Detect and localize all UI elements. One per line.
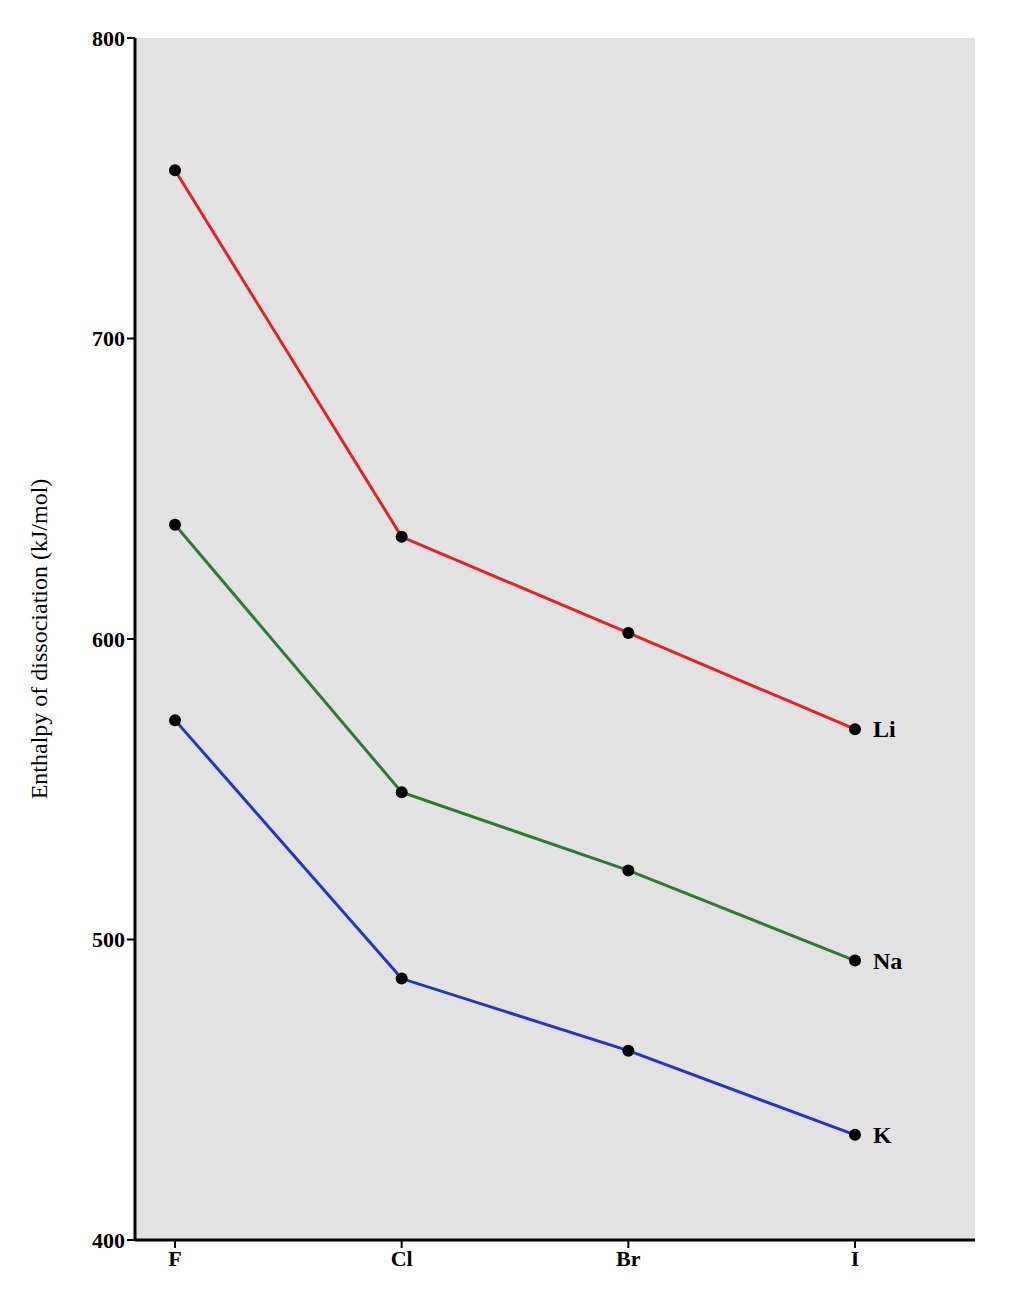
svg-text:F: F bbox=[168, 1246, 181, 1271]
svg-text:Na: Na bbox=[873, 948, 902, 974]
svg-text:700: 700 bbox=[92, 326, 125, 351]
svg-text:Enthalpy of dissociation (kJ/m: Enthalpy of dissociation (kJ/mol) bbox=[26, 479, 52, 800]
svg-text:800: 800 bbox=[92, 26, 125, 51]
svg-text:500: 500 bbox=[92, 927, 125, 952]
svg-text:600: 600 bbox=[92, 627, 125, 652]
svg-text:Cl: Cl bbox=[391, 1246, 413, 1271]
svg-text:Br: Br bbox=[616, 1246, 641, 1271]
svg-text:Li: Li bbox=[873, 716, 896, 742]
svg-text:400: 400 bbox=[92, 1228, 125, 1253]
svg-text:K: K bbox=[873, 1122, 892, 1148]
svg-text:I: I bbox=[851, 1246, 860, 1271]
